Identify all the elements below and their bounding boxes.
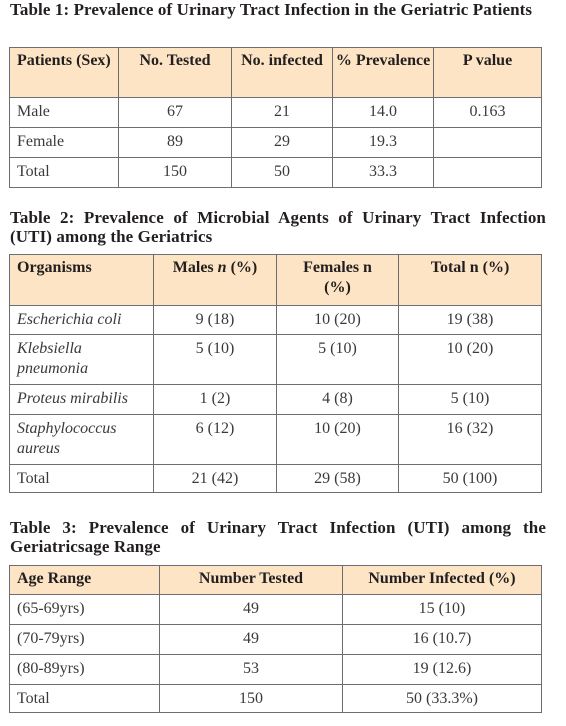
table2-cell: 5 (10) [398,384,542,415]
table2-header-row: Organisms Males n (%) Females n (%) Tota… [9,254,542,306]
table2-caption: Table 2: Prevalence of Microbial Agents … [10,208,546,246]
table-row: Total 150 50 33.3 [9,157,542,188]
table3-cell: Total [9,684,160,713]
table2: Organisms Males n (%) Females n (%) Tota… [9,254,542,493]
table2-cell: 1 (2) [153,384,277,415]
table2-cell: 16 (32) [398,414,542,465]
table3-cell: 19 (12.6) [342,654,542,685]
table3-cell: (70-79yrs) [9,624,160,655]
table3-cell: (65-69yrs) [9,594,160,625]
table1-cell: Female [9,127,119,158]
table1-cell: 21 [231,97,333,128]
table2-header-cell: Females n (%) [276,254,399,306]
table1-cell: 50 [231,157,333,188]
table3-cell: 49 [159,594,343,625]
table1-cell: 0.163 [433,97,542,128]
table1-cell: 33.3 [332,157,434,188]
table1-cell: 89 [118,127,232,158]
table3-cell: 150 [159,684,343,713]
table3-cell: 53 [159,654,343,685]
table1: Patients (Sex) No. Tested No. infected %… [9,47,542,188]
table3-caption: Table 3: Prevalence of Urinary Tract Inf… [10,518,546,556]
table1-caption: Table 1: Prevalence of Urinary Tract Inf… [10,0,533,19]
table3-cell: 16 (10.7) [342,624,542,655]
table2-cell: 10 (20) [398,334,542,385]
table2-cell: 5 (10) [153,334,277,385]
table-row: Klebsiella pneumonia 5 (10) 5 (10) 10 (2… [9,334,542,385]
table3-cell: 50 (33.3%) [342,684,542,713]
table-row: Female 89 29 19.3 [9,127,542,158]
organism-name: Escherichia coli [9,305,154,335]
table-row: (70-79yrs) 49 16 (10.7) [9,624,542,655]
table2-header-cell: Organisms [9,254,154,306]
table-row: Escherichia coli 9 (18) 10 (20) 19 (38) [9,305,542,335]
males-label: Males [172,259,218,276]
table1-header-row: Patients (Sex) No. Tested No. infected %… [9,47,542,98]
table-row: Total 150 50 (33.3%) [9,684,542,713]
table-row: Proteus mirabilis 1 (2) 4 (8) 5 (10) [9,384,542,415]
table2-cell: 21 (42) [153,464,277,493]
table3-header-row: Age Range Number Tested Number Infected … [9,565,542,595]
organism-name: Proteus mirabilis [9,384,154,415]
table2-cell: 5 (10) [276,334,399,385]
organism-name: Klebsiella pneumonia [9,334,154,385]
table1-cell [433,127,542,158]
table3-header-cell: Number Infected (%) [342,565,542,595]
table2-cell: 50 (100) [398,464,542,493]
table2-cell: 10 (20) [276,414,399,465]
table2-cell: 9 (18) [153,305,277,335]
table2-header-cell: Total n (%) [398,254,542,306]
table1-header-cell: No. infected [231,47,333,98]
organism-name: Staphylococcus aureus [9,414,154,465]
table-row: Staphylococcus aureus 6 (12) 10 (20) 16 … [9,414,542,465]
table1-cell [433,157,542,188]
table-row: Total 21 (42) 29 (58) 50 (100) [9,464,542,493]
table2-cell: Total [9,464,154,493]
table1-header-cell: No. Tested [118,47,232,98]
males-n-label: n [217,259,227,276]
table1-cell: 29 [231,127,333,158]
table3: Age Range Number Tested Number Infected … [9,565,542,713]
table1-cell: Total [9,157,119,188]
table1-cell: 14.0 [332,97,434,128]
table2-cell: 4 (8) [276,384,399,415]
table-row: (80-89yrs) 53 19 (12.6) [9,654,542,685]
table3-header-cell: Age Range [9,565,160,595]
table3-cell: 49 [159,624,343,655]
table2-header-cell: Males n (%) [153,254,277,306]
table1-header-cell: P value [433,47,542,98]
table1-cell: 19.3 [332,127,434,158]
table3-cell: (80-89yrs) [9,654,160,685]
males-pct-label: (%) [226,259,258,276]
table2-cell: 19 (38) [398,305,542,335]
table2-cell: 29 (58) [276,464,399,493]
table3-header-cell: Number Tested [159,565,343,595]
table2-cell: 10 (20) [276,305,399,335]
table1-cell: 150 [118,157,232,188]
table2-cell: 6 (12) [153,414,277,465]
table1-cell: 67 [118,97,232,128]
table-row: (65-69yrs) 49 15 (10) [9,594,542,625]
table1-header-cell: % Prevalence [332,47,434,98]
table3-cell: 15 (10) [342,594,542,625]
table1-header-cell: Patients (Sex) [9,47,119,98]
table-row: Male 67 21 14.0 0.163 [9,97,542,128]
table1-cell: Male [9,97,119,128]
